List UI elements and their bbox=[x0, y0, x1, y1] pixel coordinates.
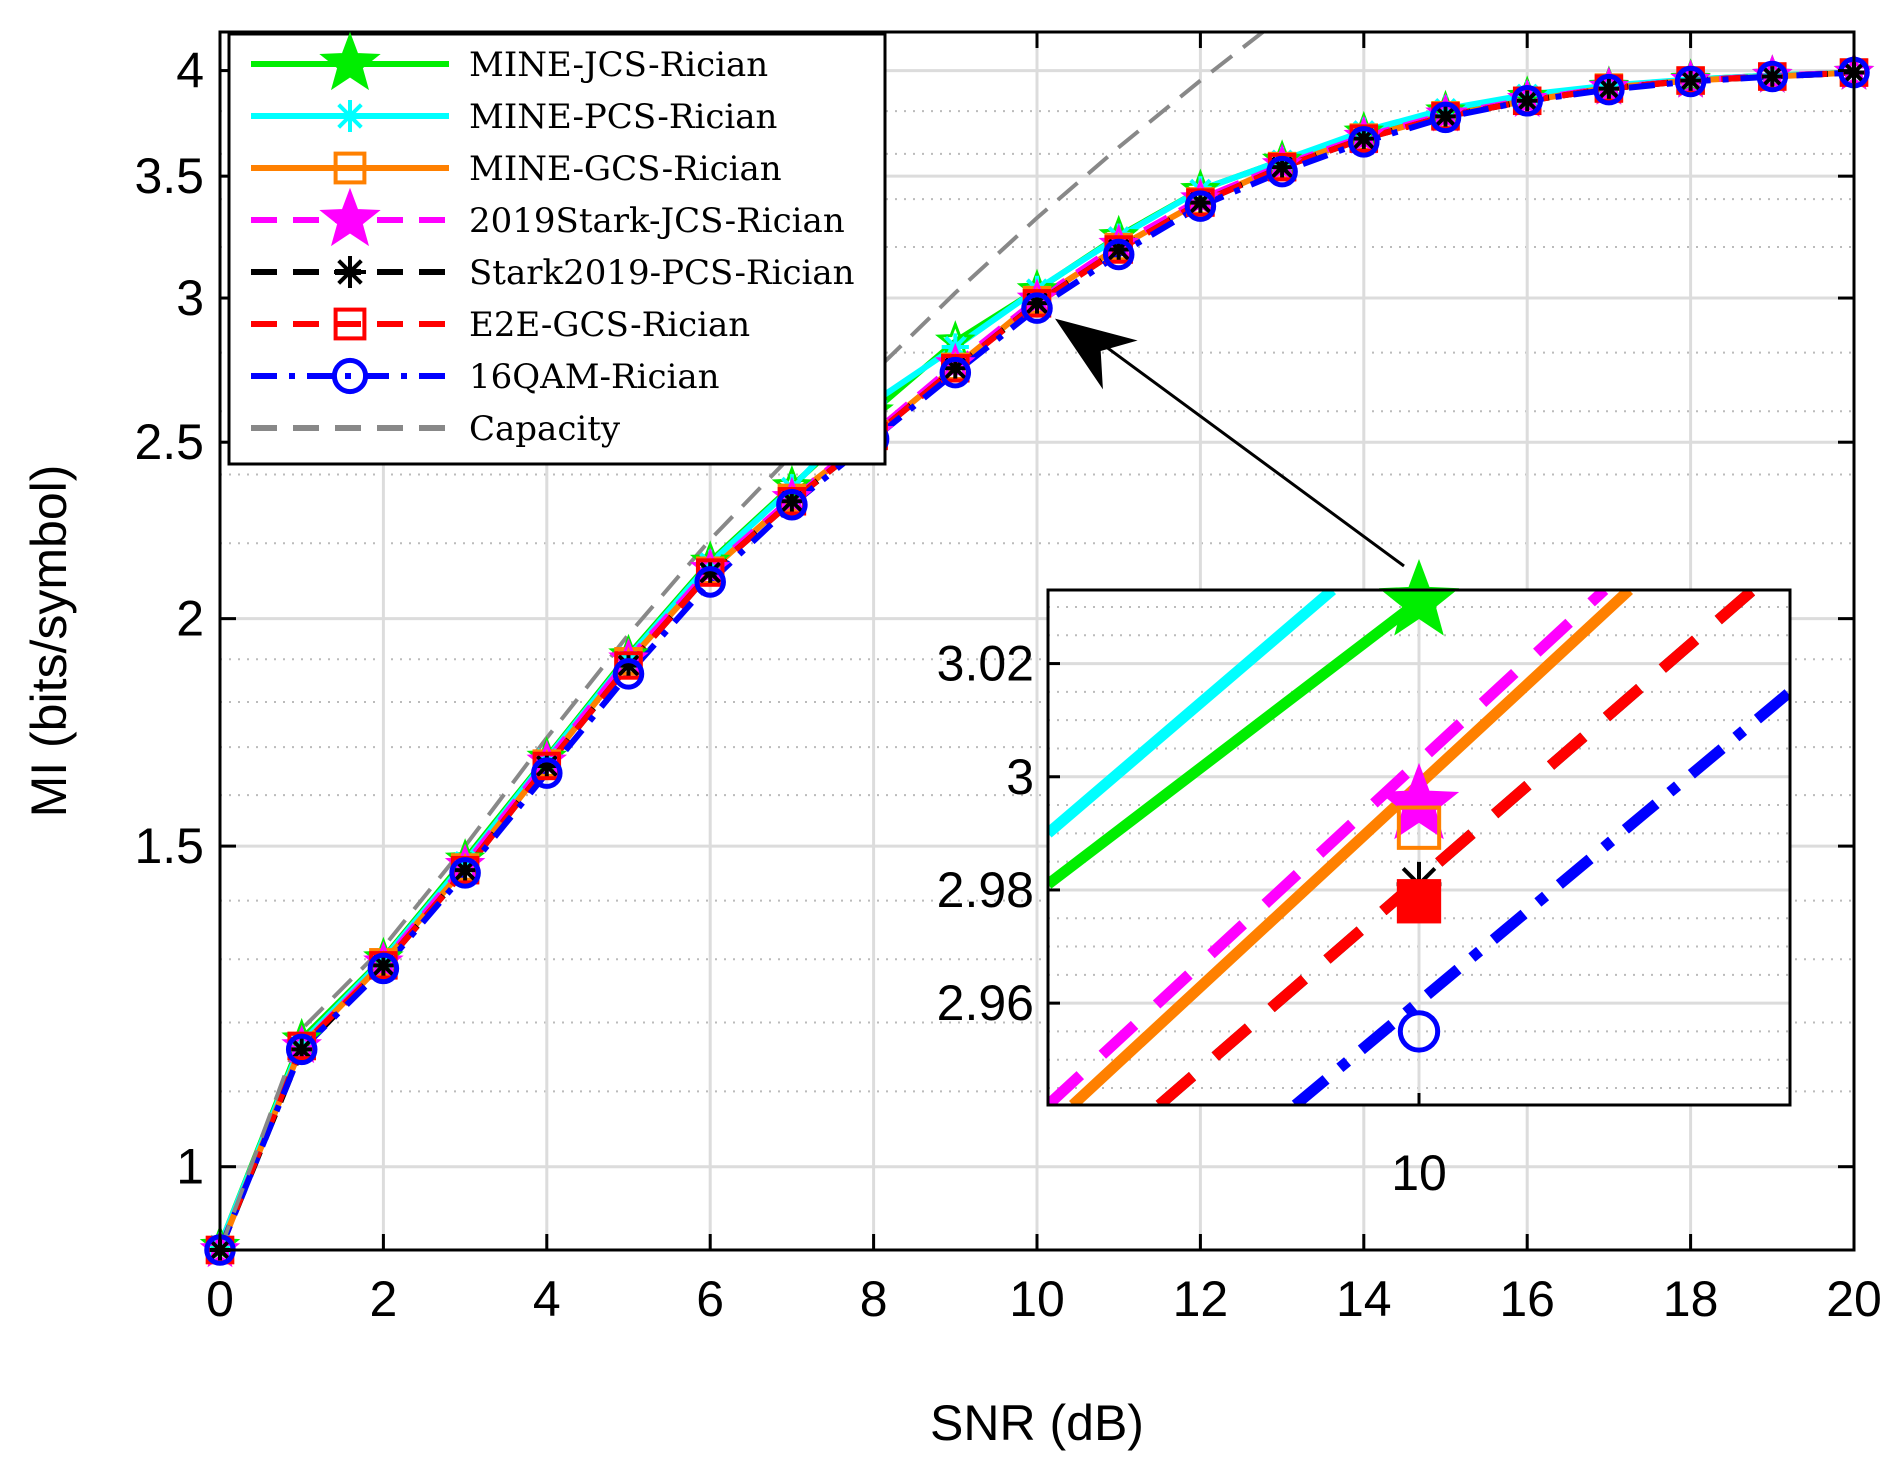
x-tick-label: 2 bbox=[369, 1271, 397, 1327]
data-point-16qam-rician bbox=[449, 857, 481, 889]
inset-line-mine-gcs-rician bbox=[1068, 590, 1633, 1105]
data-point-16qam-rician bbox=[367, 952, 400, 985]
x-tick-label: 20 bbox=[1826, 1271, 1882, 1327]
legend-item: 16QAM-Rician bbox=[251, 357, 720, 397]
legend-marker-2019stark-jcs-rician bbox=[319, 187, 381, 247]
data-point-16qam-rician bbox=[1756, 60, 1789, 93]
inset-marker-2019stark-jcs-rician bbox=[1378, 762, 1460, 840]
data-point-16qam-rician bbox=[1184, 190, 1217, 222]
data-point-16qam-rician bbox=[1266, 155, 1298, 188]
x-tick-label: 8 bbox=[860, 1271, 888, 1327]
series-line-capacity bbox=[220, 32, 1267, 1250]
data-point-16qam-rician bbox=[1021, 292, 1053, 324]
y-tick-label: 2 bbox=[176, 591, 204, 647]
inset-y-tick-label: 3 bbox=[1006, 749, 1034, 805]
legend-label: E2E-GCS-Rician bbox=[469, 305, 750, 345]
legend-marker-mine-jcs-rician bbox=[319, 31, 381, 91]
y-tick-label: 1 bbox=[176, 1139, 204, 1195]
x-tick-label: 10 bbox=[1009, 1271, 1065, 1327]
data-point-stark2019-pcs-rician bbox=[1595, 74, 1623, 103]
data-point-16qam-rician bbox=[1348, 126, 1380, 158]
inset-marker-e2e-gcs-rician bbox=[1396, 879, 1442, 924]
x-tick-label: 16 bbox=[1499, 1271, 1555, 1327]
arrow-shaft bbox=[1094, 337, 1405, 568]
legend-marker-stark2019-pcs-rician bbox=[334, 256, 366, 288]
legend-label: MINE-GCS-Rician bbox=[469, 149, 782, 189]
inset-line-e2e-gcs-rician bbox=[1155, 590, 1757, 1105]
inset-line-mine-jcs-rician bbox=[1048, 596, 1423, 889]
legend-label: Capacity bbox=[469, 409, 621, 449]
legend-marker-mine-pcs-rician bbox=[334, 100, 366, 132]
legend-item: MINE-JCS-Rician bbox=[251, 31, 768, 91]
inset-line-16qam-rician bbox=[1291, 687, 1790, 1105]
inset-series bbox=[1048, 590, 1790, 1105]
y-tick-label: 2.5 bbox=[134, 414, 204, 470]
legend-item: Stark2019-PCS-Rician bbox=[251, 253, 855, 293]
legend-label: MINE-PCS-Rician bbox=[469, 97, 777, 137]
x-axis-label: SNR (dB) bbox=[930, 1395, 1144, 1451]
legend: MINE-JCS-Rician MINE-PCS-Rician MINE-GCS-R… bbox=[227, 31, 887, 466]
legend-marker-e2e-gcs-rician bbox=[333, 307, 367, 341]
legend-item: 2019Stark-JCS-Rician bbox=[251, 187, 845, 247]
x-tick-label: 14 bbox=[1336, 1271, 1392, 1327]
data-point-16qam-rician bbox=[939, 356, 972, 389]
zoom-inset: 2.96 2.98 3 3.02 10 bbox=[937, 559, 1792, 1201]
x-tick-label: 4 bbox=[533, 1271, 561, 1327]
y-axis-label: MI (bits/symbol) bbox=[21, 465, 77, 818]
legend-item: MINE-GCS-Rician bbox=[251, 149, 782, 189]
data-point-stark2019-pcs-rician bbox=[1431, 102, 1460, 130]
x-tick-label: 6 bbox=[696, 1271, 724, 1327]
y-tick-label: 3.5 bbox=[134, 148, 204, 204]
legend-label: Stark2019-PCS-Rician bbox=[469, 253, 855, 293]
legend-label: 16QAM-Rician bbox=[469, 357, 720, 397]
inset-x-tick-label: 10 bbox=[1391, 1145, 1447, 1201]
data-point-16qam-rician bbox=[776, 488, 808, 521]
inset-line-mine-pcs-rician bbox=[1048, 590, 1337, 838]
data-point-16qam-rician bbox=[531, 757, 563, 789]
inset-y-tick-label: 3.02 bbox=[937, 636, 1034, 692]
legend-marker-mine-gcs-rician bbox=[333, 151, 367, 185]
data-point-16qam-rician bbox=[1511, 85, 1543, 117]
legend-label: MINE-JCS-Rician bbox=[469, 45, 768, 85]
series-line-16qam-rician bbox=[220, 69, 1854, 1250]
data-point-16qam-rician bbox=[285, 1033, 318, 1066]
inset-line-2019stark-jcs-rician bbox=[1048, 590, 1609, 1105]
arrow-head bbox=[1055, 318, 1138, 390]
data-point-16qam-rician bbox=[612, 658, 645, 690]
legend-item: Capacity bbox=[251, 409, 621, 449]
inset-y-tick-label: 2.98 bbox=[937, 862, 1034, 918]
y-tick-label: 4 bbox=[176, 43, 204, 99]
x-tick-label: 0 bbox=[206, 1271, 234, 1327]
legend-item: MINE-PCS-Rician bbox=[251, 97, 777, 137]
inset-y-tick-label: 2.96 bbox=[937, 975, 1034, 1031]
data-point-16qam-rician bbox=[694, 566, 726, 598]
inset-marker-mine-gcs-rician bbox=[1396, 805, 1442, 850]
zoom-arrow bbox=[1055, 318, 1405, 568]
legend-item: E2E-GCS-Rician bbox=[251, 305, 750, 345]
y-tick-label: 1.5 bbox=[134, 818, 204, 874]
data-point-stark2019-pcs-rician bbox=[1677, 66, 1705, 95]
data-point-stark2019-pcs-rician bbox=[1758, 62, 1786, 91]
data-point-16qam-rician bbox=[1593, 73, 1625, 106]
y-tick-label: 3 bbox=[176, 270, 204, 326]
data-point-stark2019-pcs-rician bbox=[1513, 87, 1541, 115]
x-tick-label: 18 bbox=[1663, 1271, 1719, 1327]
data-point-16qam-rician bbox=[1674, 65, 1707, 98]
data-point-16qam-rician bbox=[1429, 101, 1462, 134]
legend-label: 2019Stark-JCS-Rician bbox=[469, 201, 845, 241]
data-point-16qam-rician bbox=[1102, 238, 1135, 271]
x-tick-label: 12 bbox=[1173, 1271, 1229, 1327]
legend-marker-16qam-rician bbox=[331, 357, 369, 395]
inset-marker-16qam-rician bbox=[1397, 1010, 1441, 1053]
